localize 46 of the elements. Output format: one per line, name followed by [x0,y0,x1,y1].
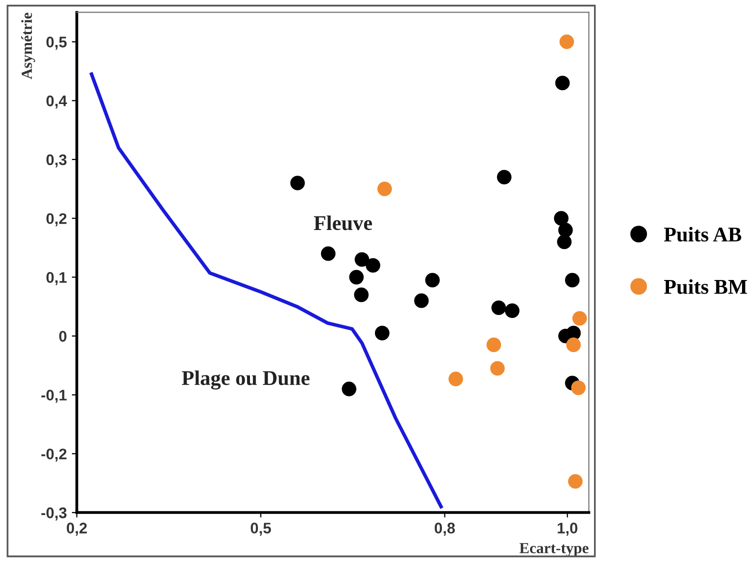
point [342,382,356,396]
x-tick-label: 0,8 [434,522,455,536]
point [320,246,336,261]
x-tick-label: 1,0 [558,522,578,536]
x-axis-title: Ecart-type [520,543,588,556]
point [414,293,429,308]
point [572,311,587,326]
point [448,372,464,386]
point [425,272,440,288]
y-tick-label: -0,2 [41,448,66,462]
point [566,338,581,352]
point [490,361,505,376]
y-tick-label: 0,4 [46,96,68,109]
point [354,252,370,267]
y-tick-label: 0,5 [46,36,67,50]
point [374,326,390,340]
legend-label: Puits BM [664,279,747,294]
line-series [90,72,443,508]
point [491,300,506,316]
y-axis-title: Asymétrie [21,12,36,80]
point [366,258,380,273]
point [568,474,583,489]
point [349,270,364,284]
point [554,211,569,226]
x-tick-label: 0,2 [66,522,87,536]
point [557,234,572,250]
annotation: Fleuve [314,215,372,230]
y-tick-label: -0,3 [41,507,67,520]
x-tick-label: 0,5 [250,522,271,536]
point [571,380,586,396]
point [486,338,502,352]
y-tick-label: 0 [59,330,66,342]
point [555,76,570,90]
point [377,182,392,196]
y-tick-label: 0,2 [46,213,66,226]
y-tick-label: 0,1 [46,272,67,286]
point [504,303,520,318]
annotation: Plage ou Dune [182,370,310,390]
y-tick-label: -0,1 [41,390,67,403]
point [290,176,305,190]
point [496,170,512,184]
point [559,34,574,50]
point [354,288,369,302]
legend-label: Puits AB [664,226,742,242]
y-tick-label: 0,3 [46,154,67,168]
point [565,272,580,288]
